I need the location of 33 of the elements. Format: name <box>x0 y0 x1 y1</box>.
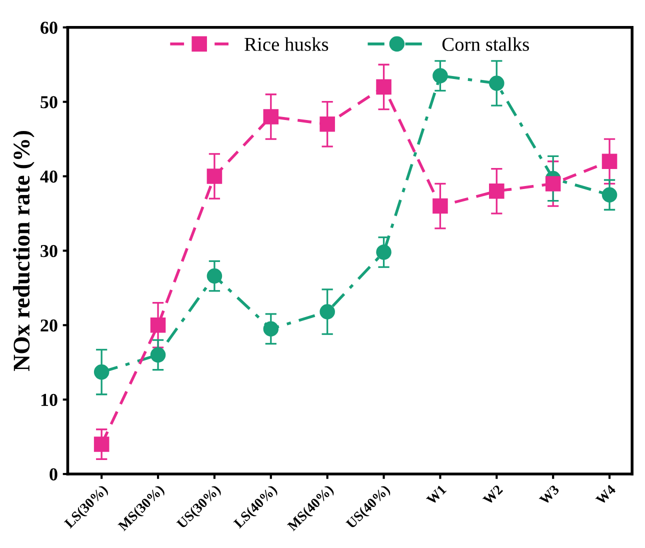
y-tick-label: 10 <box>41 394 58 406</box>
point <box>320 116 335 132</box>
point <box>489 76 504 91</box>
x-tick-label: W4 <box>595 484 616 506</box>
point <box>150 347 166 363</box>
point <box>263 321 279 337</box>
point <box>602 187 618 203</box>
y-tick-label: 0 <box>50 468 58 480</box>
point <box>545 176 561 192</box>
legend-label: Corn stalks <box>442 37 529 51</box>
point <box>602 154 618 170</box>
point <box>206 168 222 184</box>
point <box>320 304 335 320</box>
point <box>376 244 392 260</box>
y-tick-label: 40 <box>40 170 58 183</box>
y-tick-label: 20 <box>40 319 58 332</box>
point <box>432 198 448 214</box>
x-tick-label: W2 <box>482 484 504 506</box>
legend-label: Rice husks <box>244 37 328 51</box>
point <box>94 436 110 452</box>
x-tick-label: W3 <box>538 484 560 506</box>
point <box>150 318 166 333</box>
x-tick-label: W1 <box>426 484 447 506</box>
y-tick-label: 50 <box>40 96 58 108</box>
y-tick-label: 60 <box>40 22 58 34</box>
point <box>432 68 448 84</box>
point <box>489 184 504 199</box>
point <box>263 109 279 124</box>
y-axis-title: NOx reduction rate (%) <box>12 130 34 372</box>
point <box>206 268 222 284</box>
y-tick-label: 30 <box>40 244 58 258</box>
point <box>376 79 392 95</box>
point <box>94 364 110 380</box>
